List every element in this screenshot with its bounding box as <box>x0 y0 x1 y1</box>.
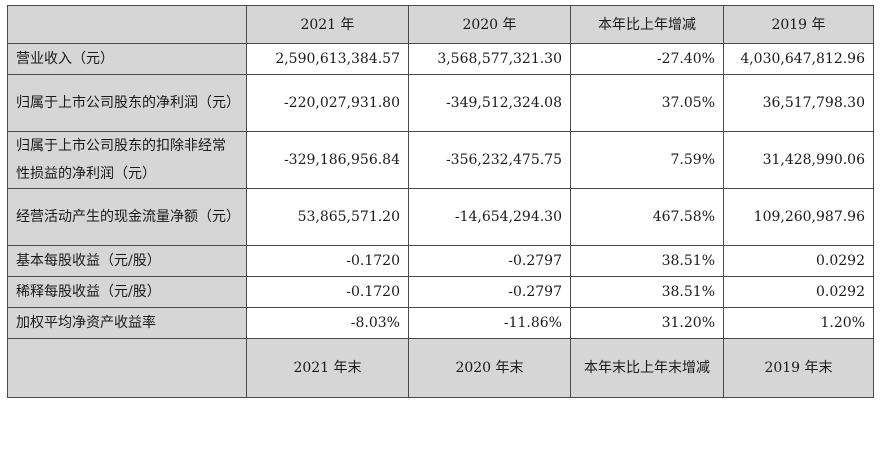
cell-2019: 31,428,990.06 <box>723 131 874 189</box>
cell-2021: -0.1720 <box>246 276 409 308</box>
footer-col-2020: 2020 年末 <box>408 338 571 398</box>
row-label-cell: 归属于上市公司股东的净利润（元） <box>7 74 247 132</box>
table-row-revenue: 营业收入（元） 2,590,613,384.57 3,568,577,321.3… <box>7 43 874 75</box>
cell-2020: -349,512,324.08 <box>408 74 571 132</box>
header-corner-cell <box>7 5 247 44</box>
cell-change: 467.58% <box>570 188 724 246</box>
cell-change: 38.51% <box>570 245 724 277</box>
cell-2019: 1.20% <box>723 307 874 339</box>
row-label: 归属于上市公司股东的净利润（元） <box>16 95 240 111</box>
cell-2020: -0.2797 <box>408 276 571 308</box>
header-col-2021: 2021 年 <box>246 5 409 44</box>
cell-change: 31.20% <box>570 307 724 339</box>
financial-summary-table: 2021 年 2020 年 本年比上年增减 2019 年 营业收入（元） 2,5… <box>7 5 874 398</box>
footer-col-2019: 2019 年末 <box>723 338 874 398</box>
cell-change: -27.40% <box>570 43 724 75</box>
cell-2021: 53,865,571.20 <box>246 188 409 246</box>
cell-2019: 109,260,987.96 <box>723 188 874 246</box>
cell-2020: 3,568,577,321.30 <box>408 43 571 75</box>
footer-col-change-cell: 本年末比上年末增减 <box>570 338 724 398</box>
cell-2020: -0.2797 <box>408 245 571 277</box>
financial-table-container: 2021 年 2020 年 本年比上年增减 2019 年 营业收入（元） 2,5… <box>7 5 874 398</box>
footer-col-2021: 2021 年末 <box>246 338 409 398</box>
row-label-cell: 经营活动产生的现金流量净额（元） <box>7 188 247 246</box>
cell-change: 38.51% <box>570 276 724 308</box>
header-col-change: 本年比上年增减 <box>570 5 724 44</box>
row-label: 经营活动产生的现金流量净额（元） <box>16 209 240 225</box>
cell-2020: -356,232,475.75 <box>408 131 571 189</box>
cell-2021: -329,186,956.84 <box>246 131 409 189</box>
cell-2019: 36,517,798.30 <box>723 74 874 132</box>
row-label: 归属于上市公司股东的扣除非经常性损益的净利润（元） <box>16 138 226 182</box>
cell-2019: 0.0292 <box>723 276 874 308</box>
table-header-row: 2021 年 2020 年 本年比上年增减 2019 年 <box>7 5 874 44</box>
cell-2021: -0.1720 <box>246 245 409 277</box>
table-row-basic-eps: 基本每股收益（元/股） -0.1720 -0.2797 38.51% 0.029… <box>7 245 874 277</box>
cell-2020: -14,654,294.30 <box>408 188 571 246</box>
cell-2020: -11.86% <box>408 307 571 339</box>
cell-2021: -8.03% <box>246 307 409 339</box>
cell-2021: 2,590,613,384.57 <box>246 43 409 75</box>
row-label: 加权平均净资产收益率 <box>7 307 247 339</box>
table-row-operating-cash-flow: 经营活动产生的现金流量净额（元） 53,865,571.20 -14,654,2… <box>7 188 874 246</box>
header-col-2019: 2019 年 <box>723 5 874 44</box>
row-label: 基本每股收益（元/股） <box>7 245 247 277</box>
footer-col-change: 本年末比上年末增减 <box>584 360 710 376</box>
row-label: 稀释每股收益（元/股） <box>7 276 247 308</box>
cell-2021: -220,027,931.80 <box>246 74 409 132</box>
row-label: 营业收入（元） <box>7 43 247 75</box>
footer-corner-cell <box>7 338 247 398</box>
table-row-diluted-eps: 稀释每股收益（元/股） -0.1720 -0.2797 38.51% 0.029… <box>7 276 874 308</box>
header-col-2020: 2020 年 <box>408 5 571 44</box>
cell-2019: 4,030,647,812.96 <box>723 43 874 75</box>
row-label-cell: 归属于上市公司股东的扣除非经常性损益的净利润（元） <box>7 131 247 189</box>
table-row-weighted-roe: 加权平均净资产收益率 -8.03% -11.86% 31.20% 1.20% <box>7 307 874 339</box>
cell-change: 7.59% <box>570 131 724 189</box>
cell-2019: 0.0292 <box>723 245 874 277</box>
table-row-net-profit: 归属于上市公司股东的净利润（元） -220,027,931.80 -349,51… <box>7 74 874 132</box>
cell-change: 37.05% <box>570 74 724 132</box>
table-row-net-profit-deducted: 归属于上市公司股东的扣除非经常性损益的净利润（元） -329,186,956.8… <box>7 131 874 189</box>
table-footer-row: 2021 年末 2020 年末 本年末比上年末增减 2019 年末 <box>7 338 874 398</box>
